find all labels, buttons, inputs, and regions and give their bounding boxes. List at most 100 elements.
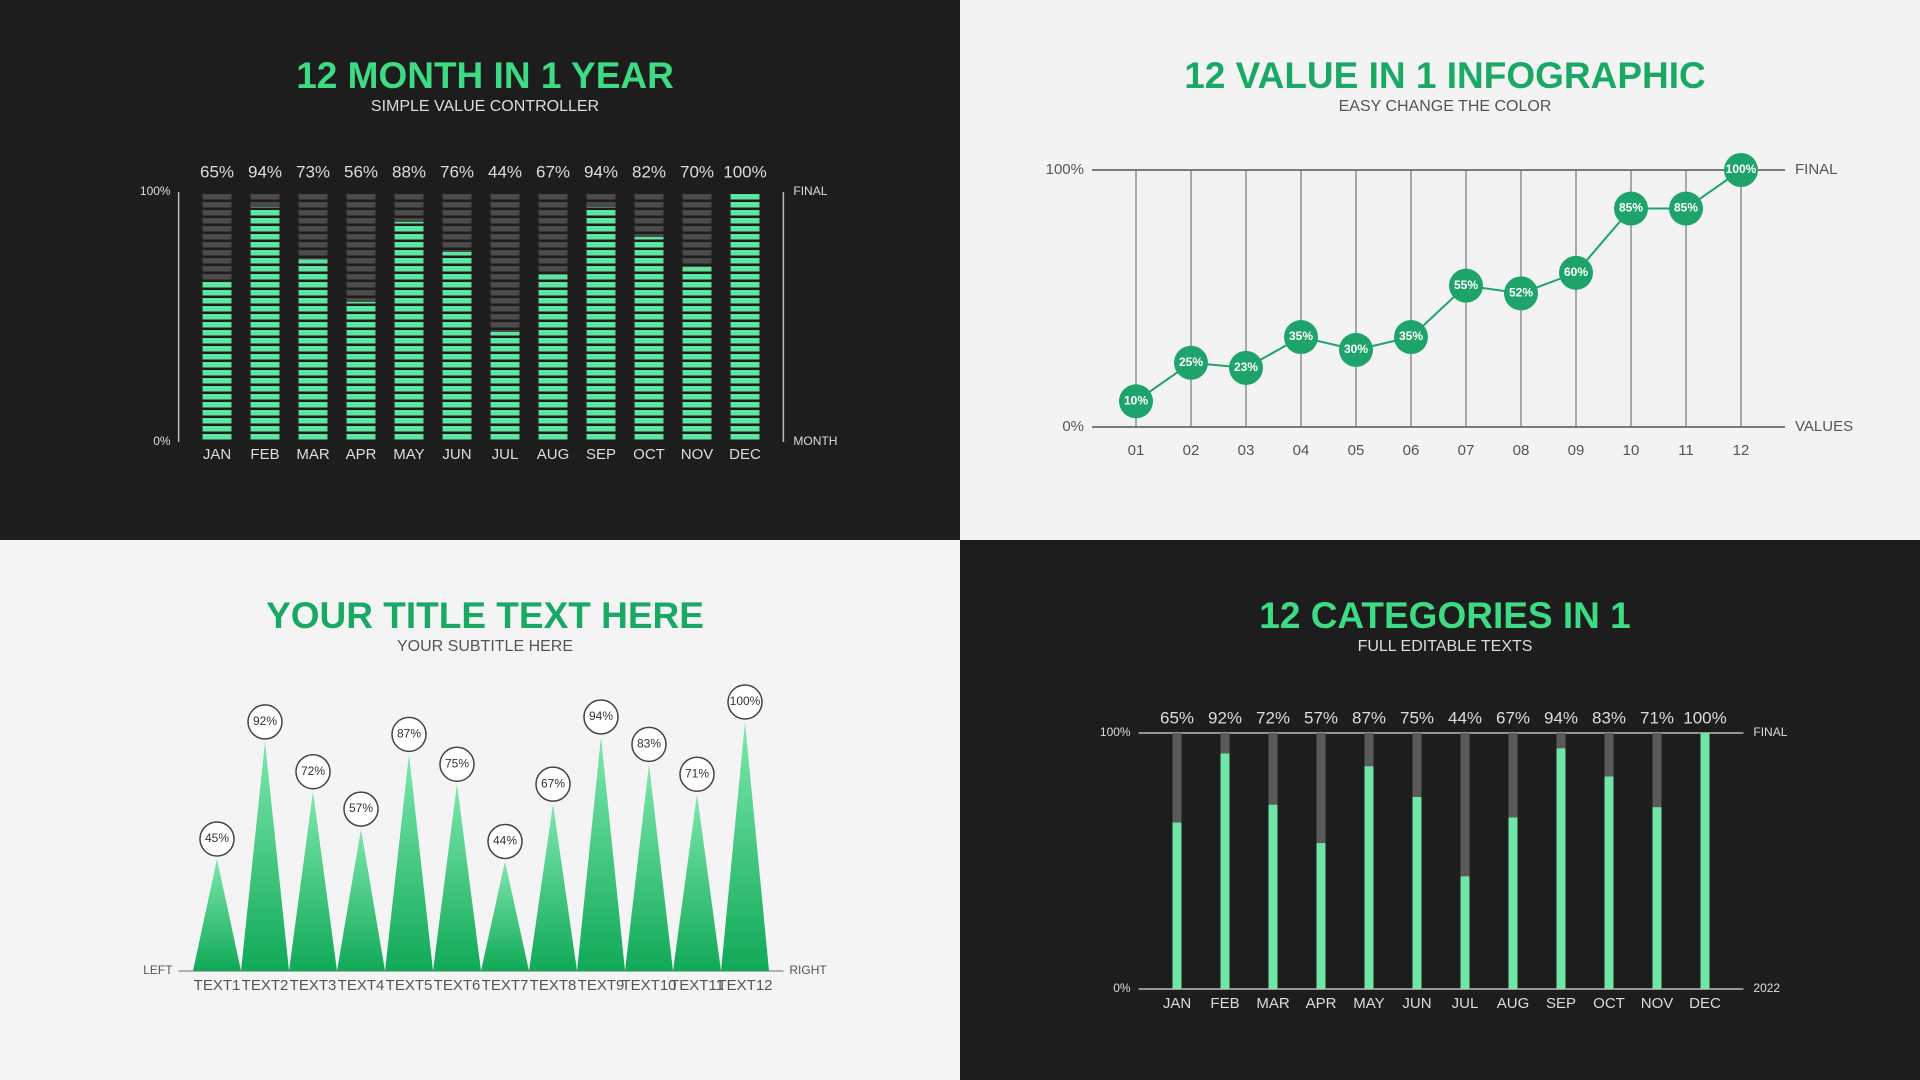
value-label: 76%	[440, 162, 474, 181]
value-bubble	[391, 716, 427, 753]
x-tick-label: 03	[1238, 442, 1255, 459]
value-label: 71%	[685, 766, 709, 780]
axis-annotation: VALUES	[1795, 418, 1853, 435]
value-label: 82%	[632, 162, 666, 181]
x-tick-label: TEXT2	[242, 977, 289, 994]
point	[1174, 345, 1208, 380]
x-tick-label: SEP	[1546, 995, 1576, 1012]
x-tick-label: JUN	[442, 446, 471, 463]
x-tick-label: MAR	[296, 446, 330, 463]
bar	[298, 259, 328, 442]
value-label: 73%	[296, 162, 330, 181]
x-tick-label: TEXT9	[578, 977, 625, 994]
x-tick-label: DEC	[1689, 995, 1721, 1012]
spike	[241, 741, 289, 971]
value-label: 72%	[301, 764, 325, 778]
x-tick-label: OCT	[1593, 995, 1625, 1012]
bar	[490, 332, 520, 442]
value-label: 57%	[349, 801, 373, 815]
point	[1724, 153, 1758, 187]
y-tick-label: 100%	[1046, 161, 1084, 178]
bar	[202, 279, 232, 442]
bar	[1508, 817, 1518, 989]
bar	[682, 267, 712, 442]
x-tick-label: NOV	[681, 446, 714, 463]
value-label: 25%	[1179, 355, 1203, 369]
x-tick-label: 05	[1348, 442, 1365, 459]
axis-annotation: MONTH	[793, 434, 837, 448]
value-label: 67%	[541, 776, 565, 790]
x-tick-label: 12	[1733, 442, 1750, 459]
chart-panel: 12 MONTH IN 1 YEAR SIMPLE VALUE CONTROLLE…	[0, 0, 960, 540]
x-tick-label: JUL	[492, 446, 519, 463]
x-tick-label: JAN	[1163, 995, 1191, 1012]
x-tick-label: TEXT5	[386, 977, 433, 994]
chart-panel: 12 CATEGORIES IN 1 FULL EDITABLE TEXTS 0% 1…	[960, 540, 1920, 1080]
value-label: 92%	[253, 714, 277, 728]
x-tick-label: 08	[1513, 442, 1530, 459]
x-tick-label: TEXT4	[338, 977, 385, 994]
bar	[586, 207, 616, 442]
bar	[1268, 804, 1278, 989]
bar	[1460, 876, 1470, 989]
axis-annotation: LEFT	[143, 963, 173, 977]
x-tick-label: JAN	[203, 446, 231, 463]
y-tick-label: 0%	[1113, 981, 1131, 995]
point	[1339, 332, 1373, 367]
bar	[1556, 748, 1566, 989]
x-tick-label: TEXT11	[670, 977, 724, 994]
x-tick-label: APR	[1306, 995, 1337, 1012]
value-label: 65%	[1160, 708, 1194, 727]
x-tick-label: 11	[1678, 442, 1694, 459]
axis-annotation: RIGHT	[789, 963, 827, 977]
value-label: 100%	[1726, 162, 1757, 176]
chart-title: 12 VALUE IN 1 INFOGRAPHIC	[1184, 55, 1706, 96]
value-label: 35%	[1399, 329, 1423, 343]
bar	[1652, 807, 1662, 989]
value-label: 83%	[637, 737, 661, 751]
bar	[442, 252, 472, 442]
value-label: 87%	[397, 727, 421, 741]
axis-annotation: FINAL	[793, 184, 827, 198]
spike	[385, 754, 433, 971]
x-tick-label: SEP	[586, 446, 616, 463]
bar	[394, 222, 424, 442]
bar	[1172, 822, 1182, 989]
value-label: 10%	[1124, 393, 1148, 407]
value-label: 57%	[1304, 708, 1338, 727]
bar	[1364, 766, 1374, 989]
point	[1559, 255, 1593, 290]
value-bubble	[631, 726, 667, 763]
x-tick-label: FEB	[250, 446, 279, 463]
value-label: 70%	[680, 162, 714, 181]
bar	[730, 192, 760, 442]
x-tick-label: MAY	[393, 446, 424, 463]
value-label: 23%	[1234, 360, 1258, 374]
value-label: 100%	[1683, 708, 1726, 727]
chart-panel: YOUR TITLE TEXT HERE YOUR SUBTITLE HERE LE…	[0, 540, 960, 1080]
chart-title: YOUR TITLE TEXT HERE	[266, 595, 704, 636]
chart-subtitle: YOUR SUBTITLE HERE	[397, 638, 573, 655]
value-label: 65%	[200, 162, 234, 181]
spike	[337, 829, 385, 971]
value-label: 52%	[1509, 286, 1533, 300]
chart-title: 12 MONTH IN 1 YEAR	[296, 55, 674, 96]
x-tick-label: 09	[1568, 442, 1585, 459]
point	[1614, 191, 1648, 226]
spike	[721, 722, 769, 971]
value-bubble	[295, 753, 331, 790]
panel-background	[960, 540, 1920, 1080]
chart-subtitle: FULL EDITABLE TEXTS	[1358, 638, 1533, 655]
x-tick-label: 04	[1293, 442, 1310, 459]
value-label: 75%	[1400, 708, 1434, 727]
panel-background	[0, 0, 960, 540]
chart-title: 12 CATEGORIES IN 1	[1259, 595, 1630, 636]
value-bubble	[535, 766, 571, 802]
value-bubble	[487, 823, 523, 860]
value-label: 94%	[1544, 708, 1578, 727]
y-tick-label: 0%	[1062, 418, 1084, 435]
value-bubble	[439, 746, 475, 782]
x-tick-label: JUL	[1452, 995, 1479, 1012]
bar	[538, 274, 568, 442]
